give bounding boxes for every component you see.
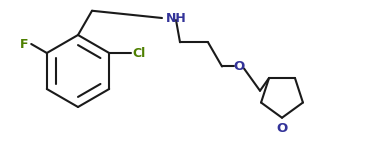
Text: Cl: Cl: [132, 47, 145, 60]
Text: O: O: [276, 122, 288, 135]
Text: NH: NH: [166, 11, 187, 24]
Text: O: O: [233, 60, 245, 73]
Text: F: F: [20, 37, 28, 50]
